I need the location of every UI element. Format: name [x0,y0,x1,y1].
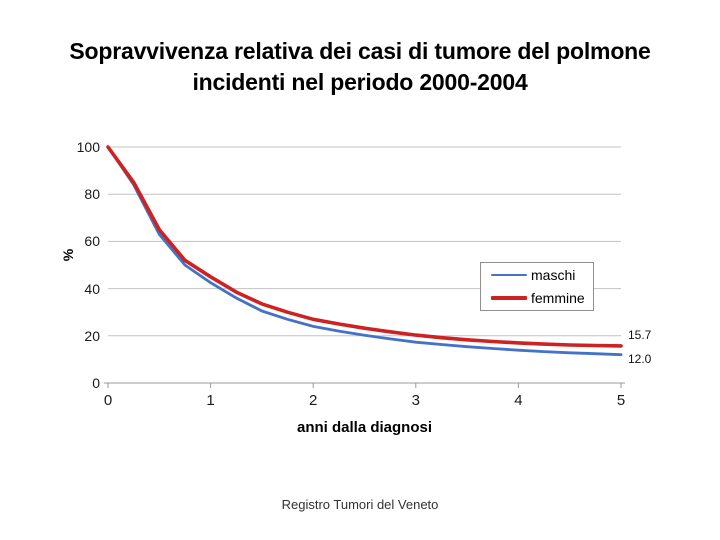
legend-label-maschi: maschi [531,267,576,283]
y-tick-label: 80 [84,186,100,203]
slide-title: Sopravvivenza relativa dei casi di tumor… [0,36,720,98]
x-axis-title: anni dalla diagnosi [296,419,433,436]
y-tick-label: 60 [84,233,100,250]
maschi-final-value-label: 12.0 [628,352,652,366]
y-tick-label: 100 [76,139,100,155]
legend-item-femmine: femmine [481,288,593,308]
chart-legend: maschi femmine [480,262,594,311]
maschi-line-swatch [491,274,527,276]
x-tick-label: 0 [103,392,113,409]
slide-title-line1: Sopravvivenza relativa dei casi di tumor… [69,38,651,64]
femmine-line-swatch [491,296,527,300]
x-tick-label: 2 [309,392,318,409]
series-line-maschi [106,145,623,357]
y-tick-label: 40 [84,280,100,297]
x-tick-label: 4 [514,392,523,409]
slide-footer-source: Registro Tumori del Veneto [281,497,439,512]
y-tick-label: 0 [92,375,100,391]
legend-item-maschi: maschi [481,265,593,285]
slide-title-line2: incidenti nel periodo 2000-2004 [192,69,528,95]
x-tick-label: 1 [206,392,215,409]
series-line-femmine [106,145,623,348]
x-tick-label: 3 [411,392,420,409]
y-axis-title: % [60,248,76,262]
femmine-final-value-label: 15.7 [628,328,652,342]
x-tick-label: 5 [616,392,626,409]
legend-label-femmine: femmine [531,290,585,306]
y-tick-label: 20 [84,327,100,344]
